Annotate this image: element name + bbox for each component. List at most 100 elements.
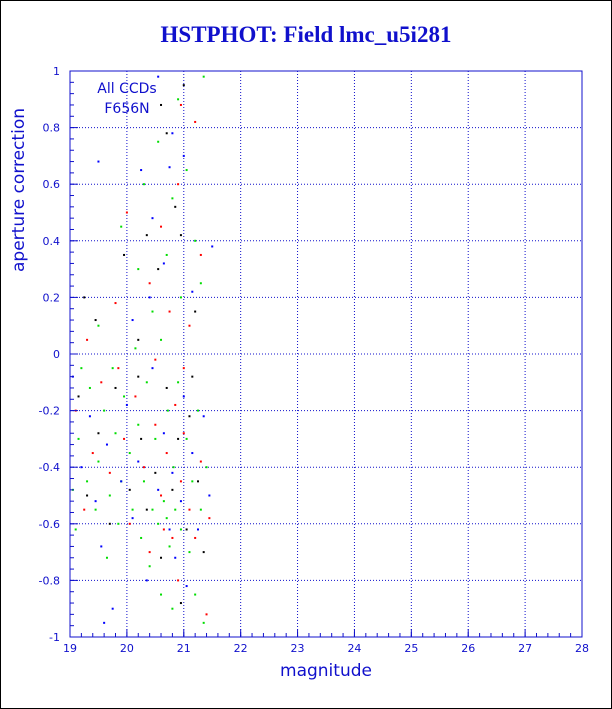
data-point	[140, 536, 143, 539]
data-point	[160, 225, 163, 228]
data-point	[182, 432, 185, 435]
data-point	[137, 423, 140, 426]
data-point	[157, 488, 160, 491]
x-tick-label: 27	[518, 642, 532, 655]
data-point	[194, 593, 197, 596]
data-point	[188, 551, 191, 554]
data-point	[162, 432, 165, 435]
data-point	[151, 310, 154, 313]
x-tick-label: 20	[120, 642, 134, 655]
data-point	[197, 528, 199, 531]
data-point	[97, 432, 100, 435]
data-point	[160, 494, 163, 497]
data-point	[148, 296, 151, 299]
data-point	[125, 403, 128, 406]
data-point	[199, 282, 202, 285]
data-point	[97, 324, 100, 327]
data-point	[154, 437, 157, 440]
data-point	[160, 593, 163, 596]
data-point	[134, 347, 137, 350]
data-point	[88, 415, 91, 418]
data-point	[114, 432, 117, 435]
data-point	[105, 556, 108, 559]
data-point	[179, 528, 182, 531]
data-point	[208, 494, 211, 497]
data-point	[80, 466, 83, 469]
data-point	[131, 319, 134, 322]
data-point	[171, 132, 174, 135]
data-point	[137, 338, 140, 341]
y-tick-label: -0.8	[39, 574, 60, 587]
data-point	[174, 556, 177, 559]
data-point	[177, 381, 180, 384]
data-point	[162, 528, 165, 531]
data-point	[128, 522, 131, 525]
data-point	[145, 381, 148, 384]
data-point	[179, 296, 182, 299]
y-tick-label: 0.6	[43, 178, 61, 191]
data-point	[179, 500, 182, 503]
data-point	[74, 528, 77, 531]
data-point	[202, 75, 205, 78]
y-tick-label: 0	[53, 348, 60, 361]
data-point	[154, 423, 157, 426]
data-point	[157, 140, 160, 143]
data-point	[199, 253, 202, 256]
x-tick-label: 19	[63, 642, 77, 655]
y-tick-label: 0.8	[43, 122, 61, 135]
data-point	[194, 536, 197, 539]
grid-lines	[70, 71, 582, 637]
data-point	[157, 522, 160, 525]
data-point	[197, 409, 199, 412]
data-point	[168, 545, 171, 548]
data-point	[182, 84, 185, 87]
data-point	[174, 403, 177, 406]
data-point	[151, 367, 154, 370]
data-point	[165, 386, 168, 389]
data-point	[171, 488, 174, 491]
y-tick-label: 0.2	[43, 291, 61, 304]
data-point	[171, 536, 174, 539]
data-point	[142, 480, 145, 483]
data-point	[182, 154, 185, 157]
data-point	[165, 132, 168, 135]
data-point	[120, 225, 123, 228]
data-point	[182, 367, 185, 370]
data-point	[202, 551, 205, 554]
data-point	[162, 500, 165, 503]
data-point	[123, 395, 126, 398]
y-tick-label: -0.2	[39, 405, 60, 418]
data-point	[188, 508, 191, 511]
data-point	[185, 437, 188, 440]
data-point	[177, 437, 180, 440]
y-tick-label: -0.6	[39, 518, 60, 531]
data-point	[171, 197, 174, 200]
data-point	[148, 565, 151, 568]
data-point	[168, 528, 171, 531]
data-point	[185, 528, 188, 531]
data-point	[165, 452, 168, 455]
data-point	[165, 517, 168, 520]
data-point	[157, 75, 160, 78]
data-point	[202, 415, 205, 418]
data-point	[208, 517, 211, 520]
data-point	[123, 437, 126, 440]
y-tick-label: -0.4	[39, 461, 60, 474]
data-point	[182, 395, 185, 398]
data-point	[117, 522, 120, 525]
data-point	[160, 103, 163, 106]
data-point	[103, 409, 106, 412]
data-point	[108, 522, 111, 525]
annotation-ccds: All CCDs	[97, 81, 156, 97]
x-tick-label: 25	[404, 642, 418, 655]
data-point	[199, 508, 202, 511]
data-point	[86, 480, 89, 483]
y-axis-title: aperture correction	[9, 108, 29, 272]
data-point	[111, 607, 114, 610]
data-point	[197, 480, 199, 483]
data-point	[191, 452, 194, 455]
data-point	[117, 367, 120, 370]
data-point	[194, 239, 197, 242]
data-point	[145, 508, 148, 511]
data-point	[142, 466, 145, 469]
